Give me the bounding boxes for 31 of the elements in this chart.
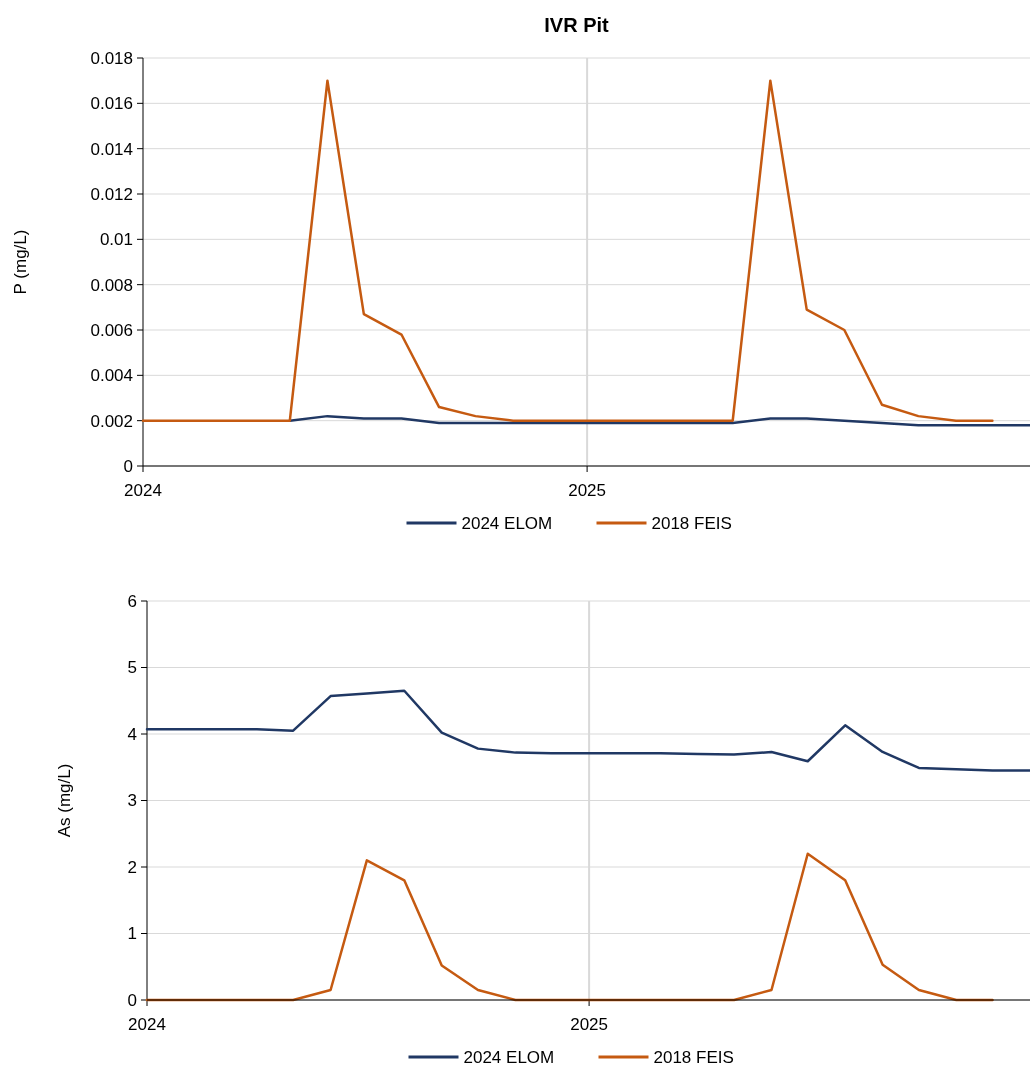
- y-tick-label: 0: [127, 990, 137, 1010]
- y-tick-label: 0.008: [90, 275, 133, 295]
- y-tick-label: 0.004: [90, 366, 133, 386]
- y-tick-label: 6: [127, 591, 137, 611]
- line-series: [145, 689, 1030, 772]
- y-axis-title: P (mg/L): [11, 229, 30, 295]
- y-tick-label: 0.018: [90, 48, 133, 68]
- y-tick-label: 0.006: [90, 320, 133, 340]
- y-axis-title: As (mg/L): [55, 763, 74, 838]
- y-tick-label: 0.002: [90, 411, 133, 431]
- y-tick-label: 0.012: [90, 184, 133, 204]
- y-tick-label: 1: [127, 924, 137, 944]
- y-tick-label: 4: [127, 724, 137, 744]
- x-tick-label: 2024: [124, 481, 162, 500]
- legend-label: 2018 FEIS: [653, 1047, 734, 1067]
- x-tick-label: 2024: [128, 1015, 166, 1034]
- y-tick-label: 0.01: [99, 230, 133, 250]
- y-tick-label: 0.014: [90, 139, 133, 159]
- legend-label: 2024 ELOM: [461, 513, 553, 533]
- y-tick-label: 0: [123, 456, 133, 476]
- y-tick-label: 0.016: [90, 94, 133, 114]
- line-series: [141, 79, 994, 422]
- x-tick-label: 2025: [568, 481, 607, 500]
- x-tick-label: 2025: [570, 1015, 609, 1034]
- y-tick-label: 3: [127, 791, 137, 811]
- legend-label: 2018 FEIS: [651, 513, 732, 533]
- chart-title: IVR Pit: [544, 14, 610, 36]
- legend-label: 2024 ELOM: [463, 1047, 555, 1067]
- y-tick-label: 2: [127, 857, 137, 877]
- line-series: [288, 414, 1030, 427]
- y-tick-label: 5: [127, 658, 137, 678]
